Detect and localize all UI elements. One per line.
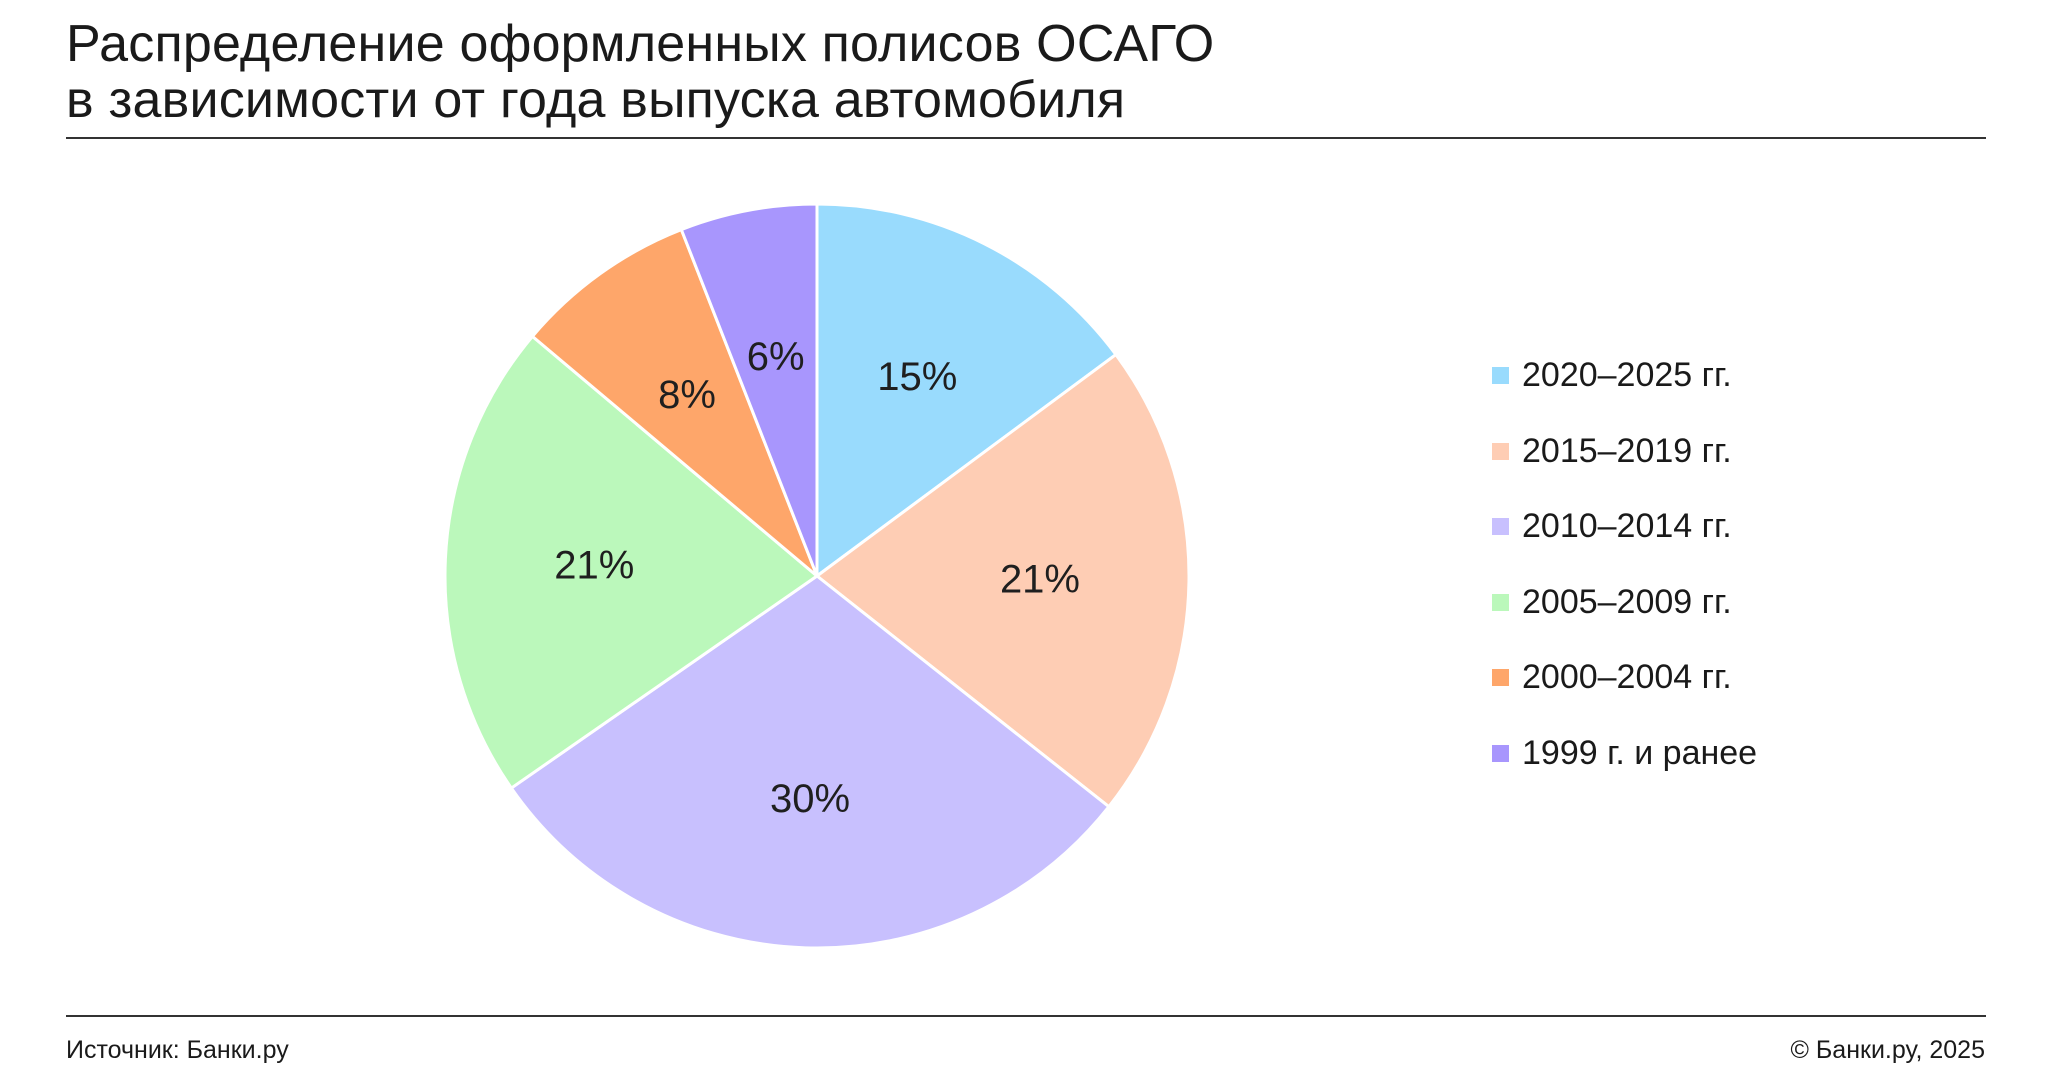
pie-slices bbox=[443, 202, 1191, 950]
pie-value-label-1: 15% bbox=[877, 355, 957, 399]
title-divider bbox=[66, 137, 1986, 139]
legend-label: 1999 г. и ранее bbox=[1522, 733, 1758, 772]
legend-swatch bbox=[1492, 669, 1509, 687]
chart-legend: 2020–2025 гг. 2015–2019 гг. 2010–2014 гг. 2… bbox=[1492, 338, 1757, 791]
pie-slice-3 bbox=[509, 574, 1111, 950]
copyright-note: © Банки.ру, 2025 bbox=[1790, 1036, 1985, 1064]
legend-swatch bbox=[1492, 367, 1509, 385]
pie-value-label-3: 30% bbox=[770, 777, 850, 821]
legend-label: 2010–2014 гг. bbox=[1522, 507, 1732, 546]
pie-value-labels: 15% 21% 30% 21% 8% 6% bbox=[554, 335, 1080, 821]
source-note: Источник: Банки.ру bbox=[66, 1036, 289, 1064]
legend-item-5: 2000–2004 гг. bbox=[1492, 640, 1757, 716]
legend-item-4: 2005–2009 гг. bbox=[1492, 565, 1757, 641]
legend-label: 2015–2019 гг. bbox=[1522, 431, 1732, 470]
legend-item-2: 2015–2019 гг. bbox=[1492, 414, 1757, 490]
pie-slice-4 bbox=[443, 334, 819, 790]
pie-slice-2 bbox=[815, 353, 1191, 809]
legend-item-1: 2020–2025 гг. bbox=[1492, 338, 1757, 414]
legend-label: 2000–2004 гг. bbox=[1522, 658, 1732, 697]
pie-slice-6 bbox=[679, 202, 819, 578]
legend-swatch bbox=[1492, 442, 1509, 460]
legend-item-6: 1999 г. и ранее bbox=[1492, 716, 1757, 792]
chart-title-line-2: в зависимости от года выпуска автомобиля bbox=[66, 71, 1126, 129]
legend-swatch bbox=[1492, 518, 1509, 536]
chart-title-line-1: Распределение оформленных полисов ОСАГО bbox=[66, 15, 1215, 73]
legend-item-3: 2010–2014 гг. bbox=[1492, 489, 1757, 565]
legend-label: 2005–2009 гг. bbox=[1522, 582, 1732, 621]
pie-slice-5 bbox=[530, 228, 819, 578]
legend-swatch bbox=[1492, 744, 1509, 762]
pie-value-label-2: 21% bbox=[1000, 557, 1080, 601]
pie-value-label-4: 21% bbox=[554, 544, 634, 588]
pie-chart: 15% 21% 30% 21% 8% 6% bbox=[443, 202, 1191, 950]
legend-swatch bbox=[1492, 593, 1509, 611]
footer-divider bbox=[66, 1015, 1986, 1017]
pie-value-label-5: 8% bbox=[658, 373, 716, 417]
chart-title: Распределение оформленных полисов ОСАГО … bbox=[66, 16, 1566, 128]
pie-value-label-6: 6% bbox=[747, 335, 805, 379]
legend-label: 2020–2025 гг. bbox=[1522, 356, 1732, 395]
pie-slice-1 bbox=[815, 202, 1118, 578]
